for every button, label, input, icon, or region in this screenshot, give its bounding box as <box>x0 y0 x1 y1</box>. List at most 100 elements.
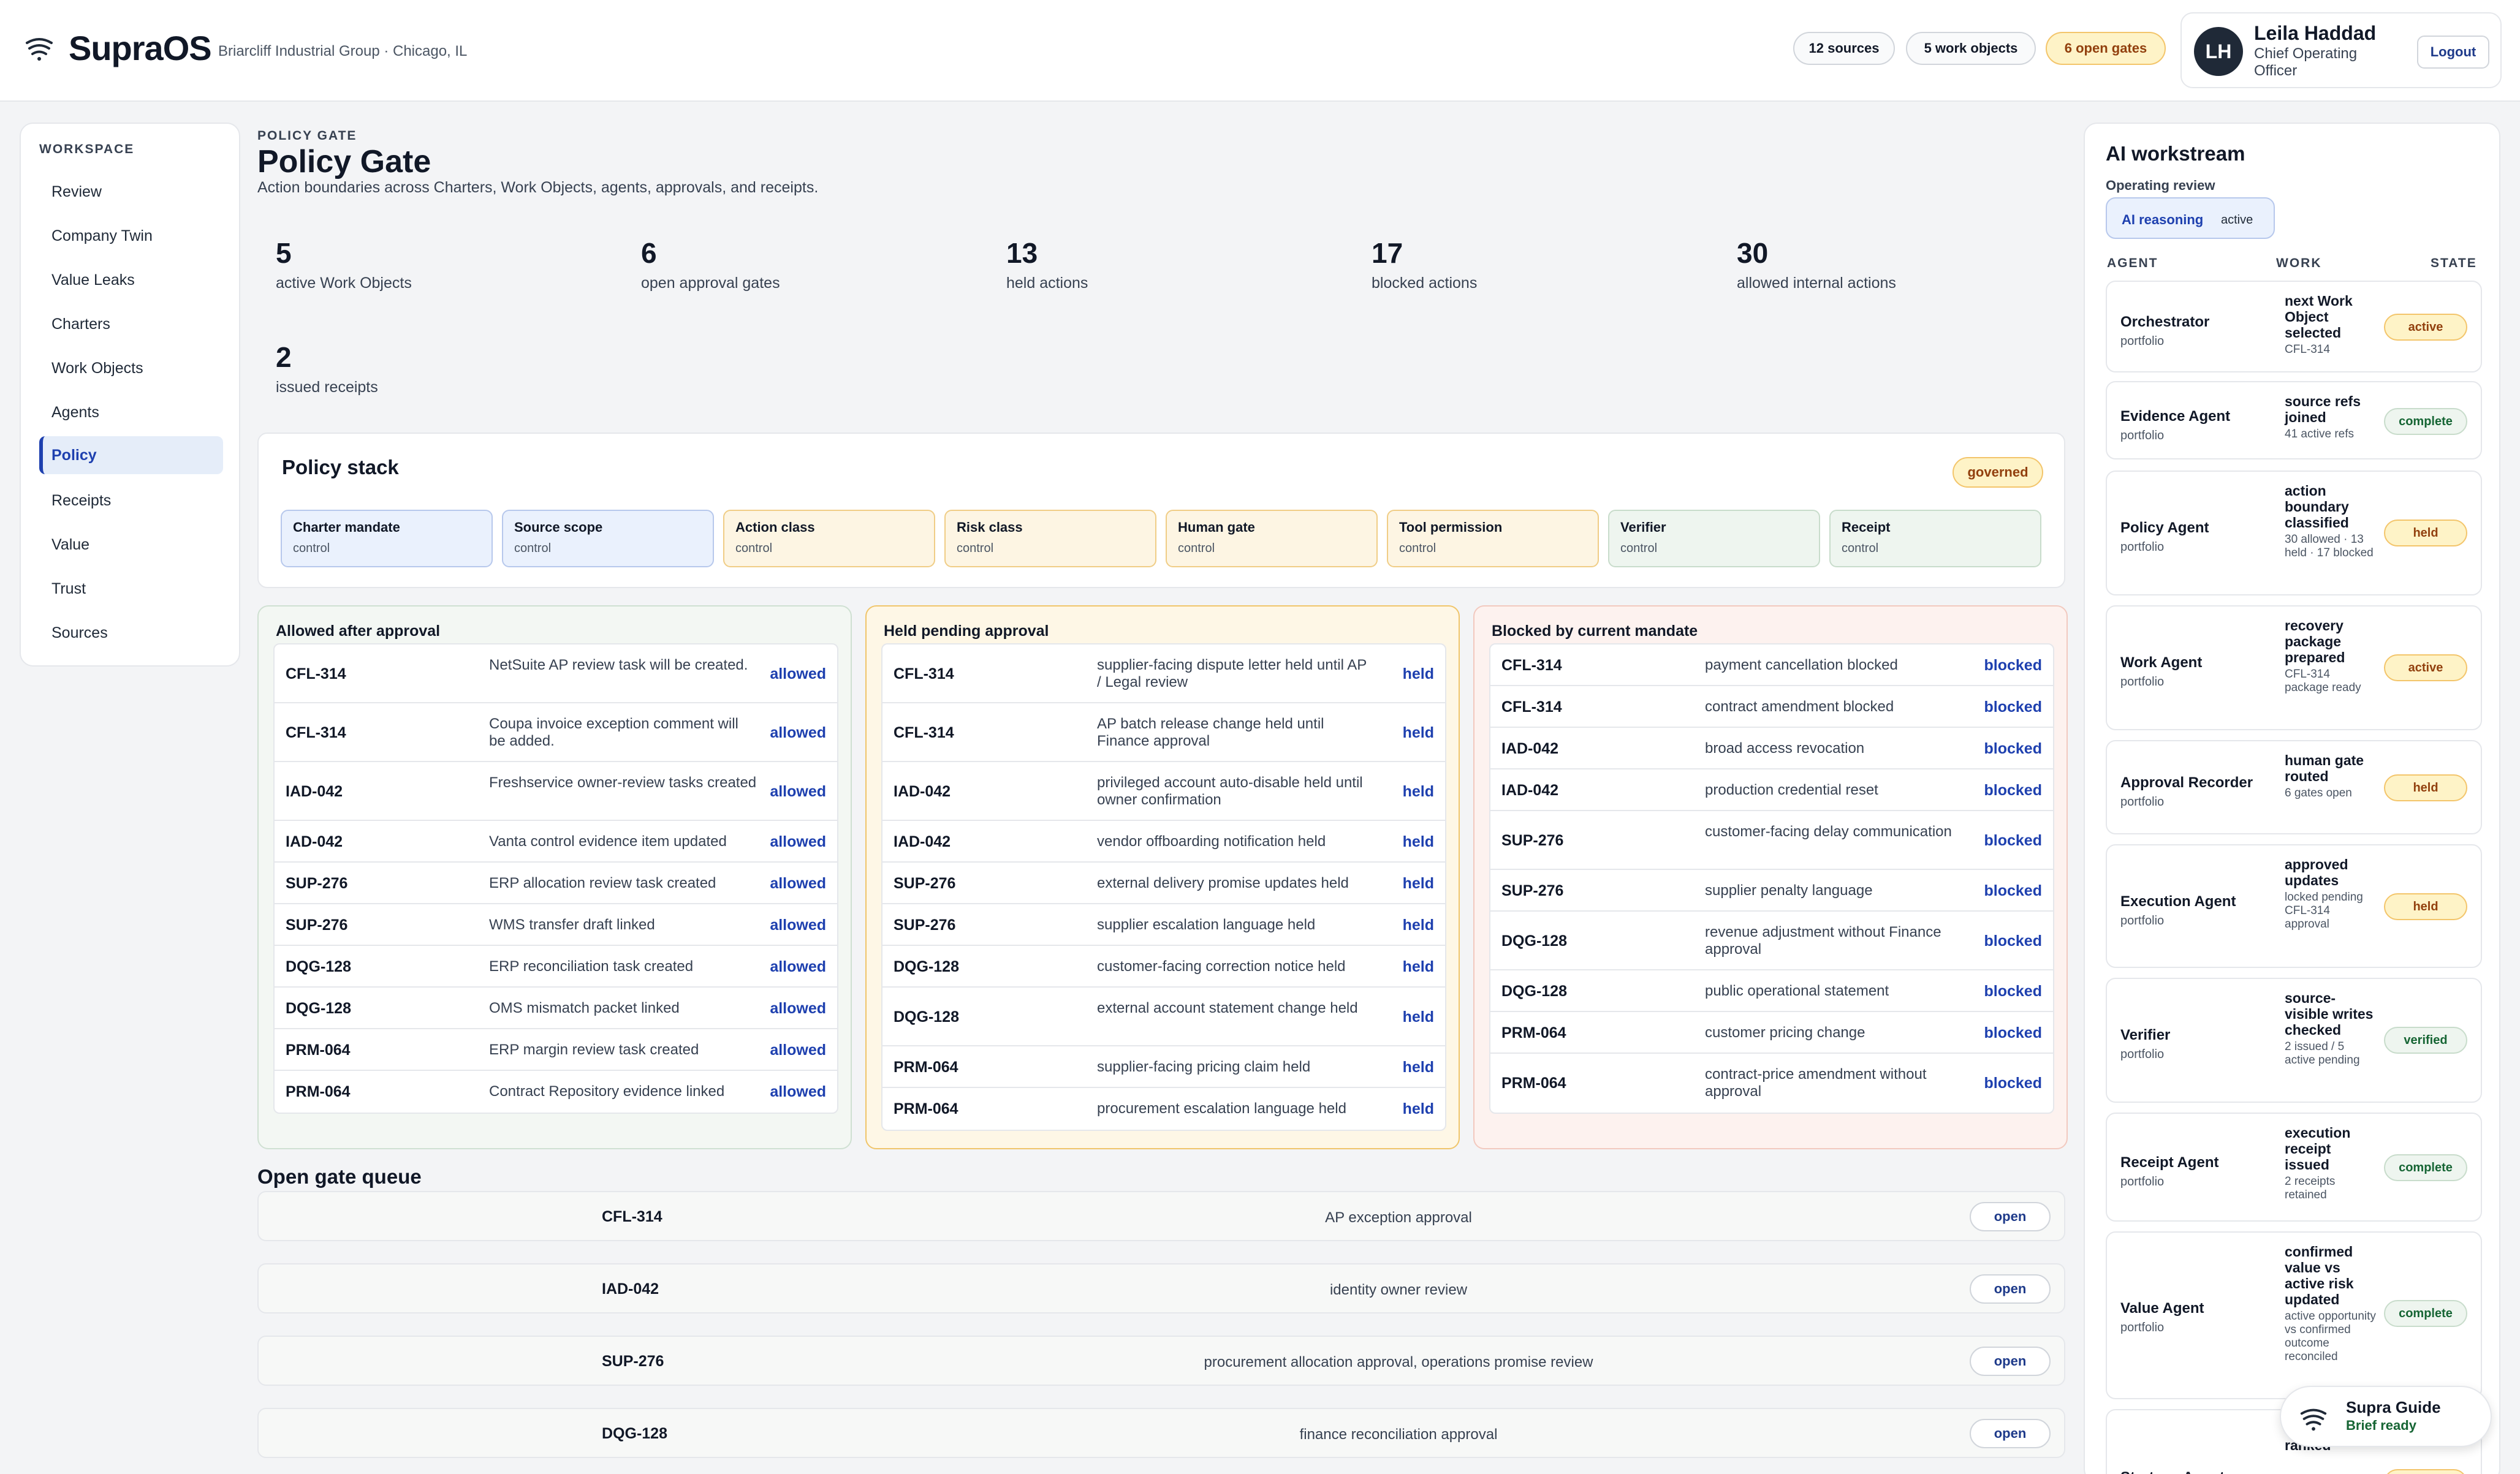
status-label: allowed <box>770 1083 826 1100</box>
work-object-id: SUP-276 <box>286 875 348 892</box>
list-item[interactable]: DQG-128 ERP reconciliation task created al… <box>275 946 837 988</box>
stat-blocked-actions: 17 blocked actions <box>1372 236 1715 292</box>
stat-label: allowed internal actions <box>1737 274 1896 292</box>
sidebar-item-trust[interactable]: Trust <box>51 580 86 597</box>
list-item[interactable]: IAD-042 broad access revocation blocked <box>1490 728 2053 769</box>
open-gates-pill[interactable]: 6 open gates <box>2046 32 2166 65</box>
agent-name: Execution Agent <box>2120 893 2236 910</box>
open-gate-button[interactable]: open <box>1970 1419 2051 1448</box>
sidebar-item-sources[interactable]: Sources <box>51 624 108 641</box>
ai-reasoning-chip[interactable]: AI reasoning active <box>2106 197 2275 239</box>
col-header-agent: AGENT <box>2107 256 2158 270</box>
list-item[interactable]: PRM-064 customer pricing change blocked <box>1490 1012 2053 1054</box>
supra-logo-icon <box>26 38 53 61</box>
user-role: Chief Operating Officer <box>2254 45 2358 79</box>
list-item[interactable]: DQG-128 revenue adjustment without Financ… <box>1490 912 2053 970</box>
brand-name[interactable]: SupraOS <box>69 29 212 67</box>
list-item[interactable]: SUP-276 supplier penalty language blocked <box>1490 870 2053 912</box>
operating-review-label: Operating review <box>2106 178 2215 193</box>
sidebar-item-receipts[interactable]: Receipts <box>51 492 112 509</box>
sidebar-item-review[interactable]: Review <box>51 183 102 200</box>
list-item[interactable]: IAD-042 production credential reset blocke… <box>1490 769 2053 811</box>
status-label: blocked <box>1984 1024 2042 1041</box>
list-item[interactable]: IAD-042 privileged account auto-disable h… <box>882 762 1445 821</box>
open-gate-button[interactable]: open <box>1970 1274 2051 1304</box>
work-object-id: DQG-128 <box>1501 932 1567 950</box>
stat-label: active Work Objects <box>276 274 412 292</box>
list-item[interactable]: PRM-064 supplier-facing pricing claim hel… <box>882 1046 1445 1088</box>
work-objects-pill[interactable]: 5 work objects <box>1906 32 2036 65</box>
gate-text: finance reconciliation approval <box>1299 1426 1498 1443</box>
status-label: held <box>1402 875 1434 892</box>
agent-card-work[interactable]: Work Agent portfolio recovery package pr… <box>2106 605 2482 730</box>
list-item[interactable]: PRM-064 Contract Repository evidence link… <box>275 1071 837 1113</box>
page-title: Policy Gate <box>257 144 431 180</box>
agent-card-approval-recorder[interactable]: Approval Recorder portfolio human gate r… <box>2106 740 2482 834</box>
control-human-gate[interactable]: Human gate control <box>1166 510 1378 567</box>
list-item[interactable]: SUP-276 supplier escalation language held… <box>882 904 1445 946</box>
control-action-class[interactable]: Action class control <box>723 510 935 567</box>
work-title: source refs joined <box>2285 393 2361 425</box>
sidebar-item-value-leaks[interactable]: Value Leaks <box>51 271 135 289</box>
control-tool-permission[interactable]: Tool permission control <box>1387 510 1599 567</box>
work-object-id: PRM-064 <box>286 1083 351 1100</box>
list-item[interactable]: SUP-276 ERP allocation review task create… <box>275 863 837 904</box>
list-item[interactable]: IAD-042 Vanta control evidence item updat… <box>275 821 837 863</box>
action-text: Vanta control evidence item updated <box>489 833 727 850</box>
status-label: held <box>1402 1008 1434 1026</box>
control-receipt[interactable]: Receipt control <box>1829 510 2041 567</box>
list-item[interactable]: CFL-314 Coupa invoice exception comment w… <box>275 703 837 762</box>
list-item[interactable]: IAD-042 Freshservice owner-review tasks c… <box>275 762 837 821</box>
gate-queue-row[interactable]: SUP-276 procurement allocation approval,… <box>257 1336 2065 1386</box>
list-item[interactable]: CFL-314 supplier-facing dispute letter he… <box>882 644 1445 703</box>
list-item[interactable]: PRM-064 procurement escalation language h… <box>882 1088 1445 1130</box>
agent-card-receipt[interactable]: Receipt Agent portfolio execution receip… <box>2106 1113 2482 1222</box>
control-source-scope[interactable]: Source scope control <box>502 510 714 567</box>
action-text: customer-facing delay communication <box>1705 823 1952 840</box>
list-item[interactable]: CFL-314 payment cancellation blocked block… <box>1490 644 2053 686</box>
open-gate-queue-title: Open gate queue <box>257 1165 422 1188</box>
list-item[interactable]: SUP-276 customer-facing delay communicati… <box>1490 811 2053 870</box>
sidebar-item-work-objects[interactable]: Work Objects <box>51 360 143 377</box>
list-item[interactable]: CFL-314 contract amendment blocked blocked <box>1490 686 2053 728</box>
open-gate-button[interactable]: open <box>1970 1202 2051 1231</box>
list-item[interactable]: IAD-042 vendor offboarding notification h… <box>882 821 1445 863</box>
gate-queue-row[interactable]: IAD-042 identity owner review open <box>257 1263 2065 1313</box>
work-detail: 2 issued / 5 active pending <box>2285 1040 2360 1067</box>
list-item[interactable]: PRM-064 contract-price amendment without … <box>1490 1054 2053 1113</box>
agent-card-orchestrator[interactable]: Orchestrator portfolio next Work Object … <box>2106 281 2482 372</box>
sources-pill[interactable]: 12 sources <box>1793 32 1895 65</box>
agent-card-verifier[interactable]: Verifier portfolio source-visible writes… <box>2106 978 2482 1103</box>
agent-card-evidence[interactable]: Evidence Agent portfolio source refs joi… <box>2106 381 2482 459</box>
list-item[interactable]: CFL-314 AP batch release change held unti… <box>882 703 1445 762</box>
gate-queue-row[interactable]: DQG-128 finance reconciliation approval … <box>257 1408 2065 1458</box>
work-title: next Work Object selected <box>2285 293 2353 341</box>
action-text: supplier escalation language held <box>1097 917 1316 933</box>
agent-scope: portfolio <box>2120 1175 2165 1189</box>
list-item[interactable]: SUP-276 WMS transfer draft linked allowed <box>275 904 837 946</box>
sidebar-item-charters[interactable]: Charters <box>51 316 110 333</box>
sidebar-item-company-twin[interactable]: Company Twin <box>51 227 153 244</box>
agent-card-policy[interactable]: Policy Agent portfolio action boundary c… <box>2106 471 2482 595</box>
gate-queue-row[interactable]: CFL-314 AP exception approval open <box>257 1191 2065 1241</box>
list-item[interactable]: DQG-128 OMS mismatch packet linked allowed <box>275 988 837 1029</box>
control-verifier[interactable]: Verifier control <box>1608 510 1820 567</box>
agent-card-execution[interactable]: Execution Agent portfolio approved updat… <box>2106 844 2482 968</box>
list-item[interactable]: DQG-128 customer-facing correction notice… <box>882 946 1445 988</box>
control-risk-class[interactable]: Risk class control <box>944 510 1156 567</box>
list-item[interactable]: DQG-128 public operational statement block… <box>1490 970 2053 1012</box>
list-item[interactable]: DQG-128 external account statement change… <box>882 988 1445 1046</box>
stat-label: open approval gates <box>641 274 780 292</box>
control-charter-mandate[interactable]: Charter mandate control <box>281 510 493 567</box>
open-gate-button[interactable]: open <box>1970 1347 2051 1376</box>
list-item[interactable]: PRM-064 ERP margin review task created all… <box>275 1029 837 1071</box>
sidebar-item-agents[interactable]: Agents <box>51 404 99 421</box>
agent-card-value[interactable]: Value Agent portfolio confirmed value vs… <box>2106 1231 2482 1399</box>
sidebar-item-value[interactable]: Value <box>51 536 90 553</box>
list-item[interactable]: CFL-314 NetSuite AP review task will be c… <box>275 644 837 703</box>
status-label: held <box>1402 724 1434 741</box>
list-item[interactable]: SUP-276 external delivery promise updates… <box>882 863 1445 904</box>
sidebar-item-policy[interactable]: Policy <box>39 436 223 474</box>
supra-guide-button[interactable]: Supra Guide Brief ready <box>2280 1386 2492 1447</box>
logout-button[interactable]: Logout <box>2417 36 2489 69</box>
